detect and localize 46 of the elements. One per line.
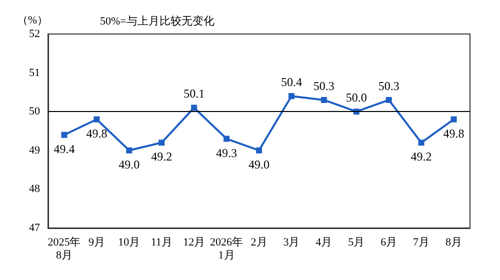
data-label: 49.2	[151, 150, 172, 164]
data-label: 50.3	[313, 78, 334, 93]
y-axis-title: （%）	[16, 14, 48, 26]
data-label: 50.4	[280, 75, 302, 90]
point	[224, 136, 230, 142]
point	[61, 132, 68, 138]
data-label: 49.8	[86, 126, 108, 140]
y-tick-label: 51	[29, 66, 40, 79]
x-tick-label: 3月	[283, 236, 300, 248]
point	[450, 116, 457, 122]
data-label: 49.0	[118, 157, 140, 172]
x-tick-label: 2026年 1月	[210, 236, 244, 262]
x-tick-label: 10月	[118, 236, 140, 248]
data-label: 49.3	[216, 146, 238, 160]
point	[386, 96, 392, 103]
x-tick-label: 2025年 8月	[48, 236, 81, 262]
point	[158, 140, 165, 146]
x-tick-label: 12月	[183, 236, 206, 248]
point	[288, 93, 294, 100]
point	[94, 116, 100, 122]
x-tick-label: 11月	[150, 236, 172, 248]
data-label: 50.3	[378, 78, 400, 93]
x-tick-label: 9月	[88, 236, 105, 248]
text: 50%=与上月比较无变化	[100, 14, 214, 28]
point	[320, 96, 327, 103]
point	[418, 140, 424, 146]
y-tick-label: 49	[29, 144, 40, 156]
data-label: 49.4	[54, 142, 75, 156]
y-tick-label: 47	[29, 222, 40, 234]
y-tick-label: 50	[29, 106, 40, 118]
y-tick-label: 48	[29, 183, 40, 196]
x-tick-label: 5月	[348, 236, 365, 248]
x-tick-label: 7月	[413, 236, 430, 248]
y-tick-label: 52	[29, 28, 40, 40]
data-label: 49.2	[410, 150, 432, 164]
x-tick-label: 6月	[380, 236, 398, 248]
x-tick-label: 4月	[316, 236, 332, 248]
point	[256, 147, 262, 154]
x-tick-label: 2月	[250, 236, 268, 248]
point	[126, 147, 132, 154]
data-label: 49.0	[248, 157, 270, 172]
data-label: 50.0	[346, 90, 367, 105]
x-tick-label: 8月	[446, 236, 462, 248]
data-label: 50.1	[184, 86, 205, 101]
data-label: 49.8	[443, 126, 464, 140]
point	[191, 104, 198, 111]
